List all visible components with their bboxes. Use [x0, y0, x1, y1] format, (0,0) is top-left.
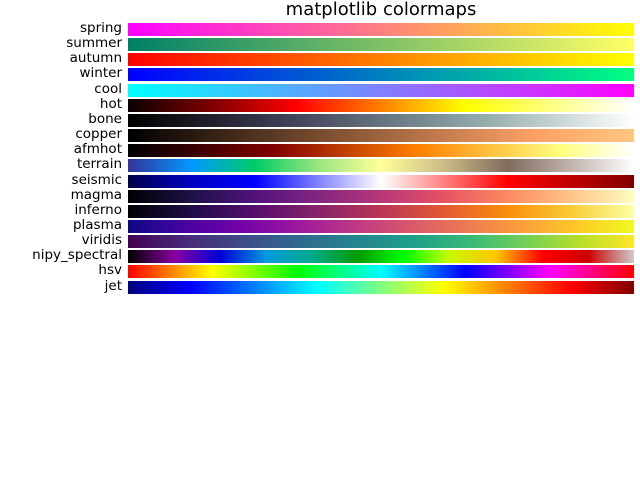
colormap-row-plasma: plasma	[0, 216, 640, 235]
colormap-label: copper	[75, 126, 122, 143]
colormap-bar-spring	[128, 23, 634, 36]
colormap-bar-summer	[128, 38, 634, 52]
colormap-row-spring: spring	[0, 20, 640, 38]
colormap-row-terrain: terrain	[0, 156, 640, 174]
colormap-row-winter: winter	[0, 65, 640, 83]
colormap-label: seismic	[71, 171, 122, 188]
colormap-bar-plasma	[128, 219, 634, 233]
colormap-bar-afmhot	[128, 144, 634, 158]
colormap-row-autumn: autumn	[0, 50, 640, 68]
colormap-label: summer	[66, 35, 122, 52]
colormap-row-summer: summer	[0, 35, 640, 53]
colormap-bar-nipy_spectral	[128, 250, 634, 264]
colormap-bar-hsv	[128, 265, 634, 279]
colormap-label: autumn	[69, 50, 122, 67]
colormap-label: jet	[104, 277, 122, 294]
colormap-label: viridis	[81, 232, 122, 249]
colormap-label: spring	[79, 20, 122, 36]
colormap-label: nipy_spectral	[32, 247, 122, 264]
colormap-label: afmhot	[73, 141, 122, 158]
colormap-row-afmhot: afmhot	[0, 141, 640, 159]
colormap-bar-copper	[128, 129, 634, 143]
colormap-bar-autumn	[128, 53, 634, 67]
colormap-bar-magma	[128, 189, 634, 203]
colormap-row-hot: hot	[0, 95, 640, 114]
colormap-label: cool	[94, 80, 122, 97]
colormap-label: hot	[99, 95, 122, 112]
colormap-label: hsv	[98, 262, 122, 279]
colormap-row-magma: magma	[0, 186, 640, 205]
colormap-label: inferno	[74, 201, 123, 218]
colormap-bar-viridis	[128, 235, 634, 249]
colormap-row-hsv: hsv	[0, 262, 640, 280]
colormap-bar-winter	[128, 68, 634, 82]
chart-title: matplotlib colormaps	[285, 0, 477, 20]
colormap-label: magma	[70, 186, 122, 203]
colormap-rows: spring summer autumn winter cool hot bone coppe…	[0, 20, 640, 296]
colormap-label: winter	[79, 65, 123, 82]
colormap-row-inferno: inferno	[0, 201, 640, 220]
colormap-bar-inferno	[128, 204, 634, 218]
colormap-label: terrain	[76, 156, 122, 173]
colormap-bar-seismic	[128, 174, 634, 188]
colormap-bar-hot	[128, 98, 634, 112]
colormap-bar-terrain	[128, 159, 634, 173]
colormap-label: bone	[88, 110, 122, 127]
colormap-label: plasma	[72, 216, 122, 233]
colormap-bar-jet	[128, 280, 634, 294]
colormap-row-copper: copper	[0, 126, 640, 144]
colormap-row-jet: jet	[0, 277, 640, 296]
colormap-bar-cool	[128, 83, 634, 97]
colormap-row-seismic: seismic	[0, 171, 640, 190]
colormap-row-bone: bone	[0, 110, 640, 129]
colormap-bar-bone	[128, 113, 634, 127]
colormap-row-viridis: viridis	[0, 232, 640, 250]
colormap-row-nipy_spectral: nipy_spectral	[0, 247, 640, 265]
colormap-row-cool: cool	[0, 80, 640, 99]
